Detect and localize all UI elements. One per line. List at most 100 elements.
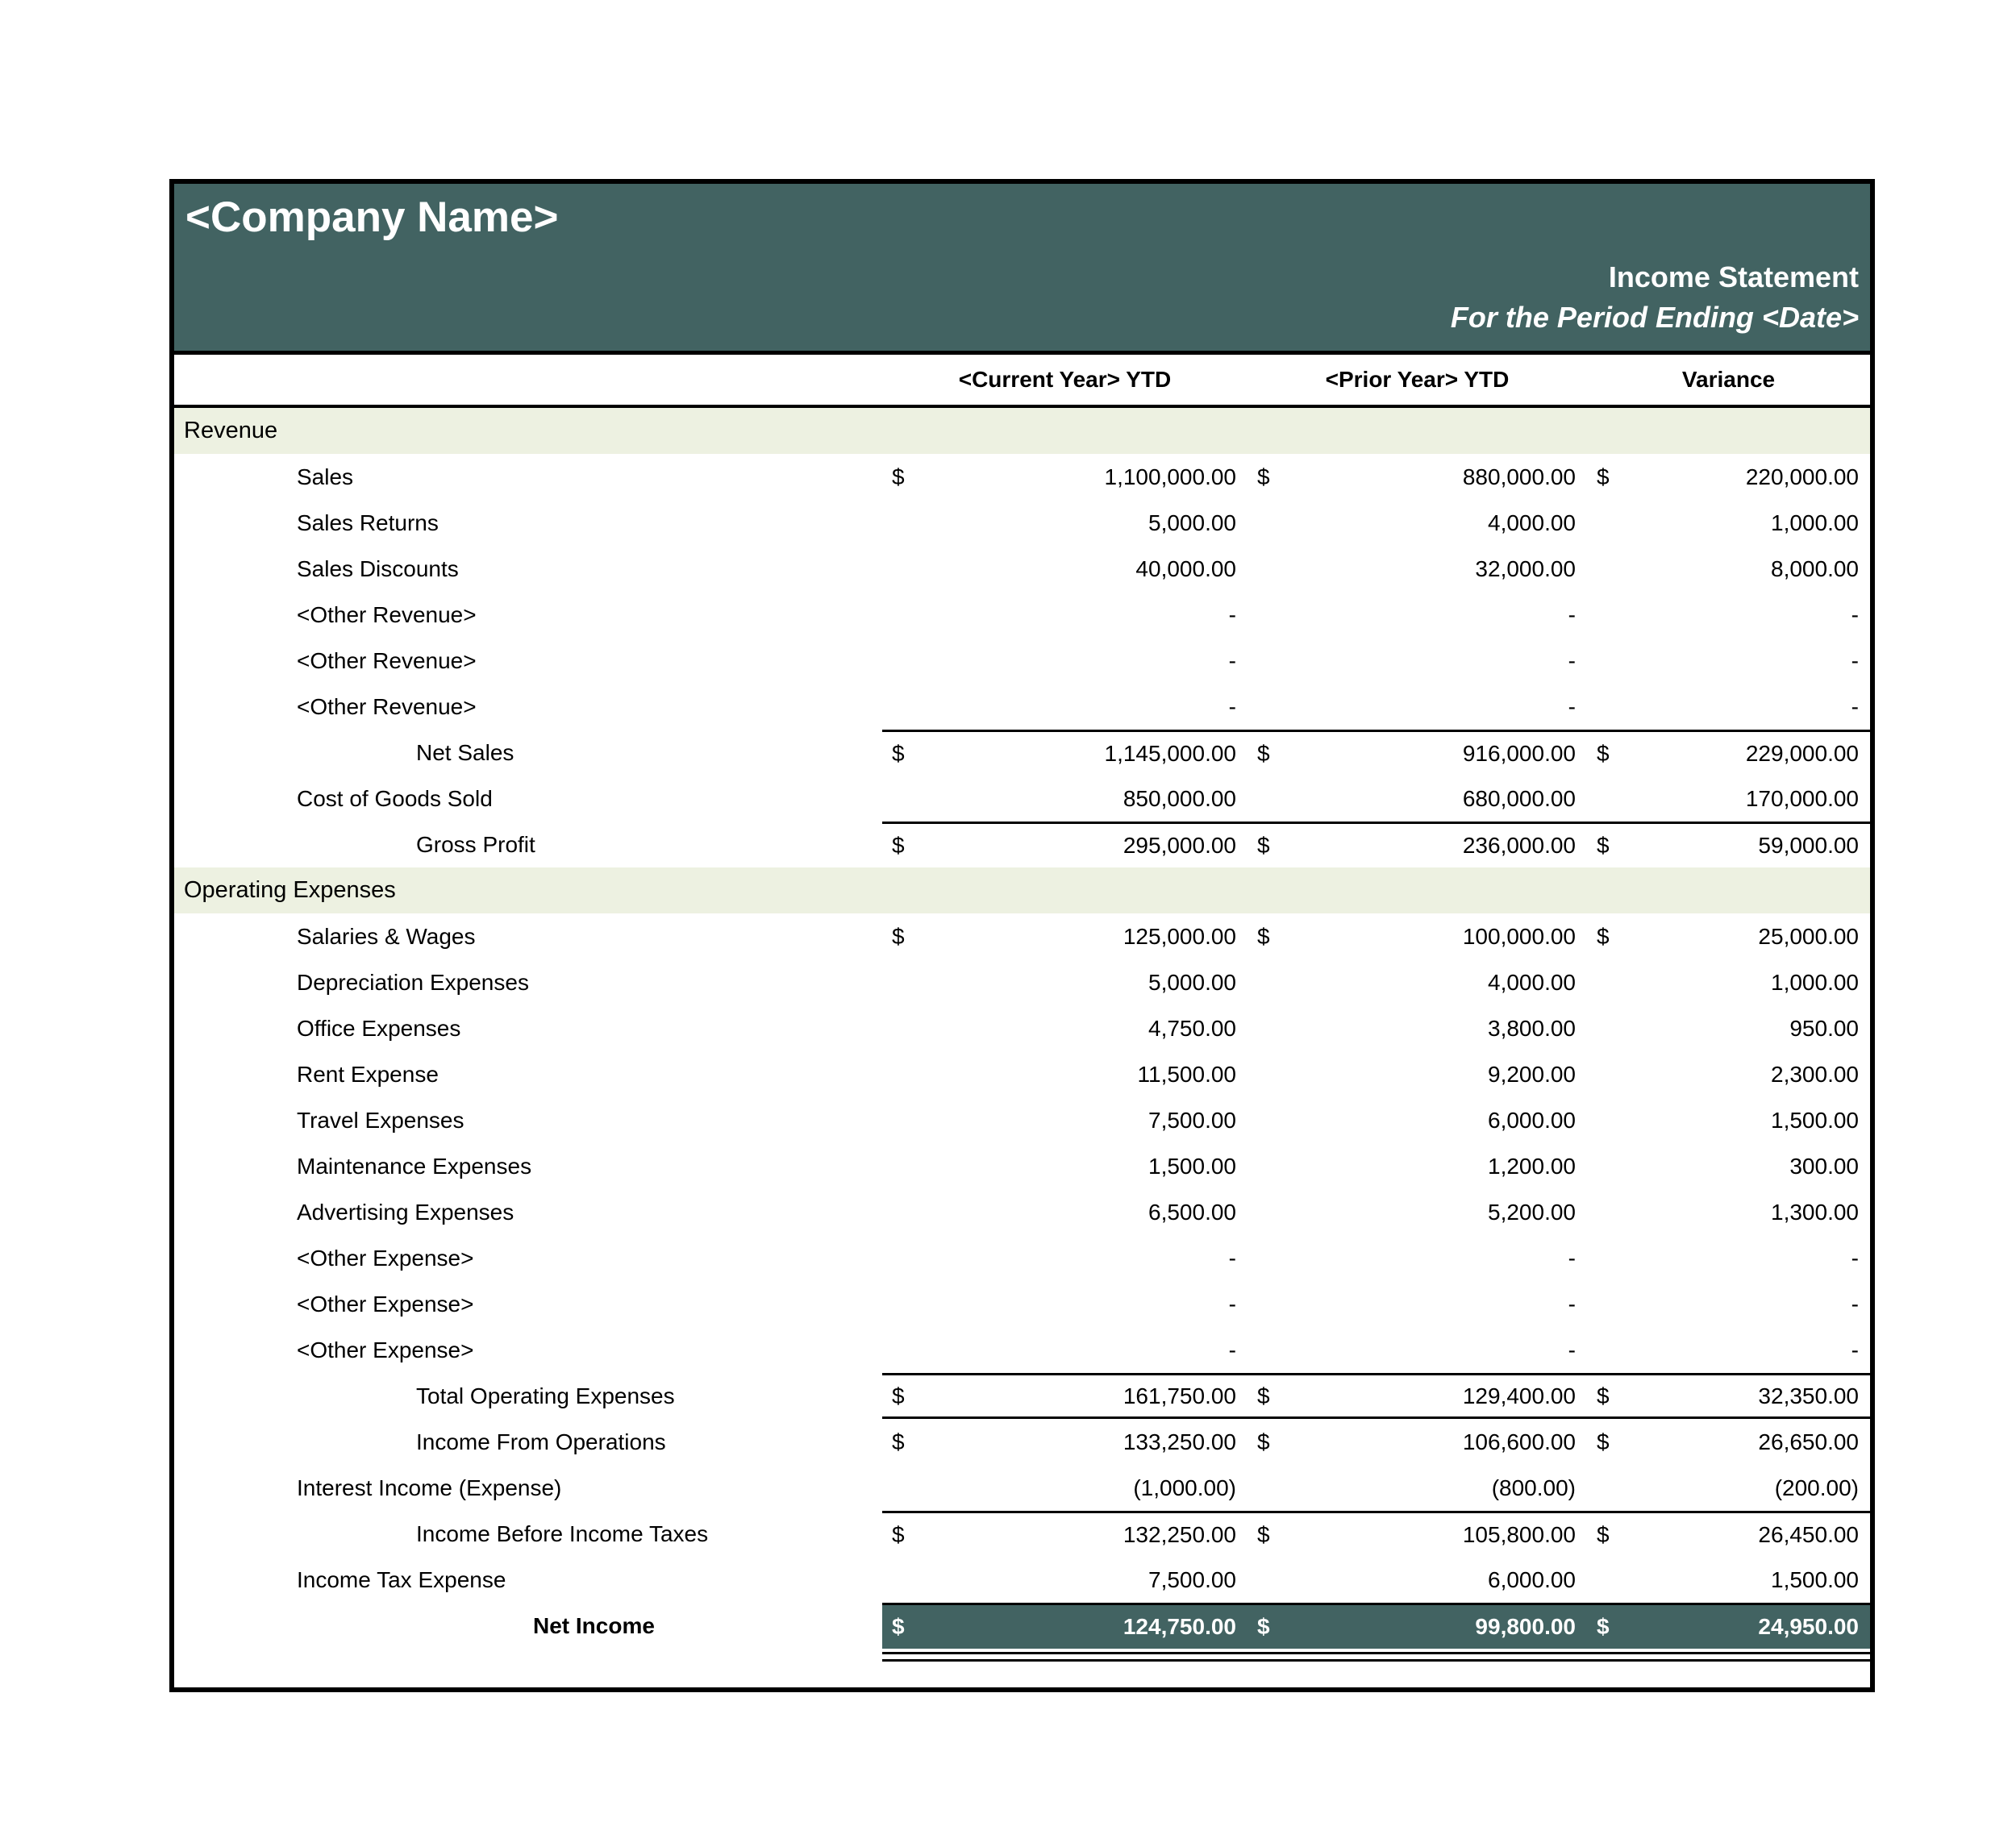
dollar-sign: $: [1257, 1614, 1270, 1639]
row-salaries-wages: Salaries & Wages $125,000.00 $100,000.00 $2…: [174, 913, 1870, 959]
value-cell: 11,500.00: [882, 1051, 1248, 1097]
row-other-revenue: <Other Revenue> - - -: [174, 592, 1870, 638]
value-cell: 4,000.00: [1248, 500, 1587, 546]
value-cell: (800.00): [1248, 1465, 1587, 1511]
cell-value: (800.00): [1491, 1475, 1576, 1500]
value-cell: 5,000.00: [882, 959, 1248, 1005]
value-cell: $133,250.00: [882, 1419, 1248, 1465]
dollar-sign: $: [1597, 1429, 1610, 1454]
cell-value: 26,650.00: [1758, 1429, 1859, 1454]
cell-value: 300.00: [1789, 1153, 1859, 1179]
value-cell: $132,250.00: [882, 1511, 1248, 1557]
value-cell: -: [1248, 1327, 1587, 1373]
dollar-sign: $: [892, 741, 905, 766]
value-cell: $229,000.00: [1587, 730, 1870, 776]
row-other-revenue: <Other Revenue> - - -: [174, 684, 1870, 730]
value-cell: (200.00): [1587, 1465, 1870, 1511]
cell-value: 680,000.00: [1462, 785, 1576, 811]
value-cell: $1,100,000.00: [882, 454, 1248, 500]
cell-value: 3,800.00: [1488, 1015, 1576, 1041]
cell-value: 106,600.00: [1462, 1429, 1576, 1454]
cell-value: 2,300.00: [1771, 1061, 1859, 1087]
cell-value: 11,500.00: [1137, 1061, 1237, 1087]
value-cell: $125,000.00: [882, 913, 1248, 959]
cell-value: -: [1568, 601, 1576, 627]
double-underline: [882, 1652, 1870, 1662]
value-cell: $124,750.00: [882, 1603, 1248, 1649]
row-label: Cost of Goods Sold: [297, 785, 493, 811]
value-cell: 6,000.00: [1248, 1557, 1587, 1603]
dollar-sign: $: [1257, 1383, 1270, 1408]
value-cell: -: [882, 592, 1248, 638]
value-cell: -: [1587, 684, 1870, 730]
cell-value: 295,000.00: [1123, 833, 1236, 858]
cell-value: 105,800.00: [1462, 1522, 1576, 1547]
row-net-sales: Net Sales $1,145,000.00 $916,000.00 $229,00…: [174, 730, 1870, 776]
row-total-operating-expenses: Total Operating Expenses $161,750.00 $129,…: [174, 1373, 1870, 1419]
row-label: Maintenance Expenses: [297, 1153, 532, 1179]
cell-value: 32,000.00: [1475, 555, 1576, 581]
value-cell: 1,200.00: [1248, 1143, 1587, 1189]
value-cell: 9,200.00: [1248, 1051, 1587, 1097]
column-header-row: <Current Year> YTD <Prior Year> YTD Vari…: [174, 355, 1870, 408]
cell-value: 124,750.00: [1123, 1614, 1236, 1639]
dollar-sign: $: [892, 833, 905, 858]
value-cell: -: [1248, 638, 1587, 684]
section-label: Revenue: [184, 418, 278, 443]
row-net-income: Net Income $124,750.00 $99,800.00 $24,950.0…: [174, 1603, 1870, 1649]
cell-value: 229,000.00: [1745, 741, 1859, 766]
cell-value: -: [1228, 647, 1236, 673]
income-statement: <Company Name> Income Statement For the …: [169, 179, 1875, 1692]
underline-spacer: [174, 1649, 882, 1662]
cell-value: -: [1851, 601, 1859, 627]
row-label: <Other Revenue>: [297, 647, 477, 673]
cell-value: 25,000.00: [1758, 923, 1859, 949]
statement-rows: Revenue Sales $1,100,000.00 $880,000.00 $220…: [174, 408, 1870, 1649]
value-cell: $26,450.00: [1587, 1511, 1870, 1557]
value-cell: 950.00: [1587, 1005, 1870, 1051]
value-cell: 1,000.00: [1587, 959, 1870, 1005]
row-label: Sales Returns: [297, 510, 439, 535]
row-gross-profit: Gross Profit $295,000.00 $236,000.00 $59,00…: [174, 822, 1870, 867]
value-cell: $161,750.00: [882, 1373, 1248, 1419]
value-cell: $59,000.00: [1587, 822, 1870, 867]
cell-value: 4,000.00: [1488, 969, 1576, 995]
row-interest-income-expense: Interest Income (Expense) (1,000.00) (800.…: [174, 1465, 1870, 1511]
statement-title: Income Statement: [1608, 260, 1859, 293]
dollar-sign: $: [892, 1383, 905, 1408]
value-cell: 7,500.00: [882, 1097, 1248, 1143]
statement-header: <Company Name> Income Statement For the …: [174, 184, 1870, 355]
value-cell: $26,650.00: [1587, 1419, 1870, 1465]
section-row-operating-expenses: Operating Expenses: [174, 867, 1870, 913]
cell-value: 26,450.00: [1758, 1522, 1859, 1547]
cell-value: 1,500.00: [1148, 1153, 1236, 1179]
row-label: Advertising Expenses: [297, 1199, 514, 1225]
cell-value: 5,000.00: [1148, 510, 1236, 535]
value-cell: $106,600.00: [1248, 1419, 1587, 1465]
cell-value: 9,200.00: [1488, 1061, 1576, 1087]
value-cell: -: [882, 638, 1248, 684]
row-cost-of-goods-sold: Cost of Goods Sold 850,000.00 680,000.00 17…: [174, 776, 1870, 822]
value-cell: 7,500.00: [882, 1557, 1248, 1603]
cell-value: -: [1568, 1245, 1576, 1271]
value-cell: $1,145,000.00: [882, 730, 1248, 776]
value-cell: $295,000.00: [882, 822, 1248, 867]
row-label: Income Before Income Taxes: [416, 1520, 709, 1546]
row-rent-expense: Rent Expense 11,500.00 9,200.00 2,300.00: [174, 1051, 1870, 1097]
row-label: Rent Expense: [297, 1061, 439, 1087]
row-label: Salaries & Wages: [297, 923, 476, 949]
row-label: Net Income: [533, 1612, 655, 1638]
value-cell: -: [1587, 1281, 1870, 1327]
row-label: <Other Revenue>: [297, 693, 477, 719]
value-cell: $916,000.00: [1248, 730, 1587, 776]
row-label: Office Expenses: [297, 1015, 461, 1041]
cell-value: 40,000.00: [1135, 555, 1236, 581]
cell-value: 129,400.00: [1462, 1383, 1576, 1408]
value-cell: 3,800.00: [1248, 1005, 1587, 1051]
cell-value: 1,000.00: [1771, 969, 1859, 995]
cell-value: 5,200.00: [1488, 1199, 1576, 1225]
value-cell: $32,350.00: [1587, 1373, 1870, 1419]
cell-value: 236,000.00: [1462, 833, 1576, 858]
cell-value: 1,000.00: [1771, 510, 1859, 535]
